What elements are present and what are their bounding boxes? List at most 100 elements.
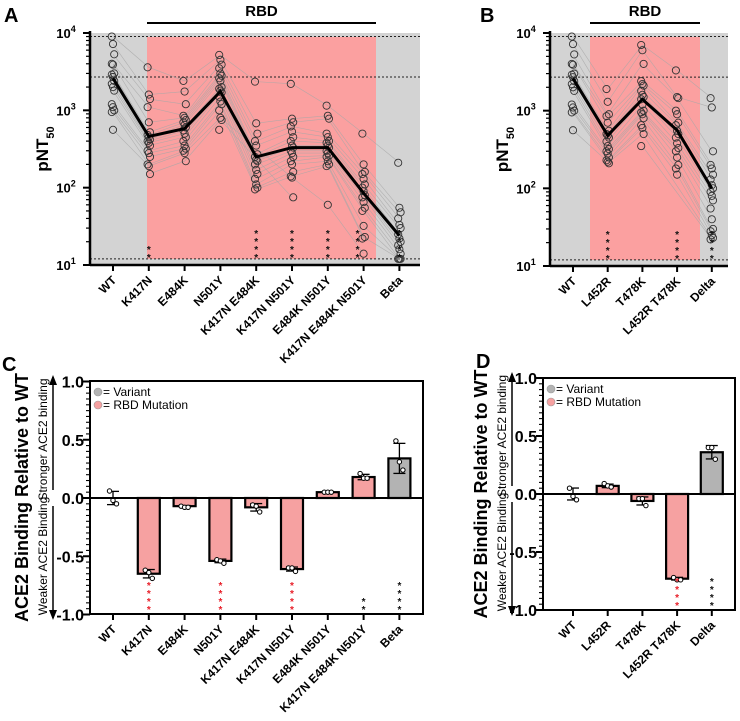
y-tick-label: -1.0 — [509, 603, 537, 620]
significance-star: * — [675, 593, 679, 604]
data-point — [638, 110, 647, 119]
legend-label: = Variant — [103, 385, 151, 399]
data-point — [358, 234, 367, 243]
data-point — [567, 59, 576, 68]
y-subtitle-weaker: Weaker ACE2 Binding — [36, 497, 50, 616]
x-tick-label: Delta — [687, 618, 718, 649]
data-point — [322, 101, 331, 110]
data-point — [250, 174, 260, 183]
x-tick-label: WT — [556, 274, 580, 298]
x-tick-label: E484K — [155, 622, 191, 658]
data-point — [286, 172, 295, 181]
data-point — [110, 106, 119, 115]
data-point — [287, 114, 297, 123]
tick-base: 10 — [516, 104, 530, 119]
data-point — [359, 160, 368, 169]
replicate-point — [709, 444, 715, 451]
panel-a: A RBD**********************101102103104pN… — [4, 3, 420, 366]
data-point — [180, 149, 189, 158]
significance-star: * — [710, 593, 714, 604]
data-point — [603, 118, 612, 127]
data-point — [215, 106, 224, 115]
data-point — [637, 40, 646, 50]
data-point — [250, 137, 260, 146]
arrow-up-icon — [49, 375, 57, 385]
donor-line — [572, 127, 713, 236]
data-point — [359, 221, 368, 230]
donor-line — [112, 54, 400, 213]
data-point — [638, 123, 647, 132]
data-point — [250, 185, 260, 194]
data-point — [604, 110, 613, 119]
data-point — [707, 215, 716, 224]
donor-line — [572, 104, 713, 209]
donor-line — [112, 36, 400, 163]
x-tick-label: K417N — [119, 622, 155, 658]
replicate-point — [364, 475, 370, 481]
y-subtitle-weaker: Weaker ACE2 Binding — [495, 493, 509, 612]
significance-star: * — [710, 585, 714, 596]
data-point — [673, 170, 682, 179]
tick-exponent: 4 — [71, 24, 76, 34]
data-point — [567, 108, 576, 117]
replicate-point — [677, 577, 684, 583]
significance-star: * — [606, 230, 610, 241]
data-point — [181, 133, 190, 142]
significance-star: * — [147, 245, 151, 256]
x-tick-label: L452R — [578, 618, 614, 654]
significance-star: * — [710, 230, 714, 241]
data-point — [602, 112, 611, 121]
data-point — [637, 95, 646, 104]
replicate-point — [639, 495, 646, 502]
y-subtitle-stronger: Stronger ACE2 binding — [36, 378, 50, 500]
arrow-down-icon — [49, 610, 57, 620]
data-point — [144, 149, 153, 158]
data-point — [107, 32, 116, 41]
data-point — [216, 113, 225, 122]
significance-star: * — [606, 254, 610, 265]
data-point — [287, 127, 297, 136]
data-point — [708, 233, 718, 242]
replicate-point — [608, 484, 614, 490]
legend-label: = RBD Mutation — [103, 398, 188, 412]
data-point — [568, 40, 578, 49]
data-point — [706, 160, 715, 170]
data-point — [674, 118, 683, 127]
data-point — [707, 103, 716, 112]
legend-label: = RBD Mutation — [556, 395, 641, 409]
arrow-up-icon — [508, 372, 516, 382]
data-point — [603, 97, 612, 106]
tick-exponent: 1 — [71, 256, 76, 266]
donor-line — [642, 145, 713, 240]
data-point — [708, 170, 718, 179]
data-point — [108, 125, 118, 134]
legend-marker — [93, 387, 103, 397]
data-point — [181, 100, 190, 109]
donor-line — [572, 112, 713, 232]
significance-star: * — [356, 229, 360, 240]
y-axis-title: ACE2 Binding Relative to WT — [12, 373, 32, 622]
significance-star: * — [254, 229, 258, 240]
x-tick-label: Delta — [687, 274, 718, 305]
data-point — [287, 149, 297, 158]
y-tick-label: 1.0 — [62, 375, 84, 392]
data-point — [706, 204, 715, 213]
data-point — [145, 141, 155, 150]
donor-line — [112, 86, 400, 250]
data-point — [603, 131, 612, 140]
significance-star: * — [397, 597, 401, 608]
rbd-region — [590, 37, 700, 260]
data-point — [360, 232, 369, 242]
data-point — [673, 139, 682, 148]
significance-star: * — [606, 238, 610, 249]
legend-marker — [93, 400, 103, 410]
rbd-label: RBD — [629, 3, 662, 20]
data-point — [322, 162, 331, 171]
data-point — [639, 129, 648, 139]
donor-line — [572, 54, 713, 152]
data-point — [706, 94, 715, 103]
x-tick-label: L452R — [578, 274, 614, 310]
significance-star: * — [397, 237, 401, 248]
significance-star: * — [675, 246, 679, 257]
